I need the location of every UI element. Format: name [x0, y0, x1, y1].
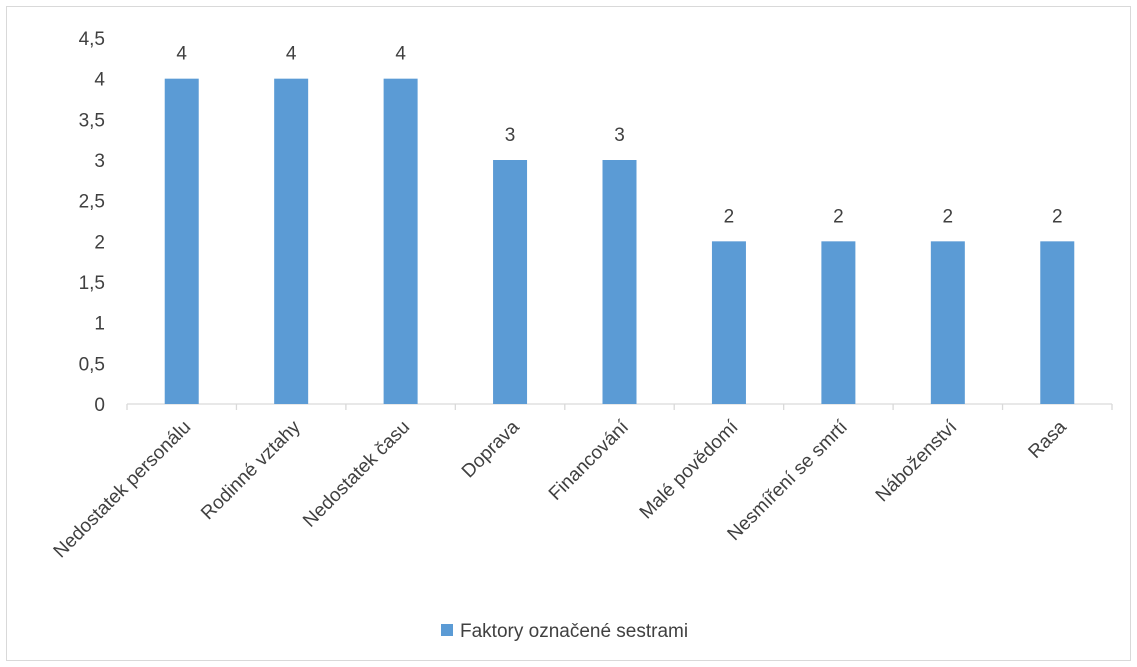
y-tick-label: 1: [94, 314, 105, 335]
category-label: Rodinné vztahy: [197, 416, 305, 524]
category-label: Náboženství: [872, 416, 962, 506]
data-label: 4: [395, 44, 406, 65]
bar: [711, 241, 746, 404]
bar: [1040, 241, 1075, 404]
category-label: Malé povědomí: [636, 416, 743, 523]
category-label: Nedostatek personálu: [50, 417, 196, 563]
bar: [602, 160, 637, 404]
y-tick-label: 0,5: [79, 354, 105, 375]
legend-label: Faktory označené sestrami: [460, 621, 688, 642]
data-label: 2: [943, 206, 954, 227]
data-label: 4: [286, 44, 297, 65]
y-tick-label: 4,5: [79, 29, 105, 50]
data-label: 2: [724, 206, 735, 227]
y-tick-label: 3: [94, 151, 105, 172]
bar: [164, 78, 199, 405]
data-label: 4: [176, 44, 187, 65]
category-label: Rasa: [1025, 416, 1072, 463]
data-label: 3: [614, 125, 625, 146]
y-tick-label: 2: [94, 232, 105, 253]
y-tick-label: 2,5: [79, 192, 105, 213]
category-label: Financování: [545, 416, 634, 505]
category-label: Nesmíření se smrtí: [724, 416, 853, 545]
legend-swatch: [441, 624, 453, 636]
y-tick-label: 1,5: [79, 273, 105, 294]
bar: [930, 241, 965, 404]
bar: [383, 78, 418, 405]
bar: [821, 241, 856, 404]
y-tick-label: 3,5: [79, 110, 105, 131]
data-label: 3: [505, 125, 516, 146]
category-label: Doprava: [458, 416, 524, 482]
data-label: 2: [1052, 206, 1063, 227]
data-label: 2: [833, 206, 844, 227]
bar: [274, 78, 309, 405]
category-label: Nedostatek času: [299, 417, 414, 532]
y-tick-label: 0: [94, 395, 105, 416]
y-tick-label: 4: [94, 70, 105, 91]
bar: [493, 160, 528, 404]
